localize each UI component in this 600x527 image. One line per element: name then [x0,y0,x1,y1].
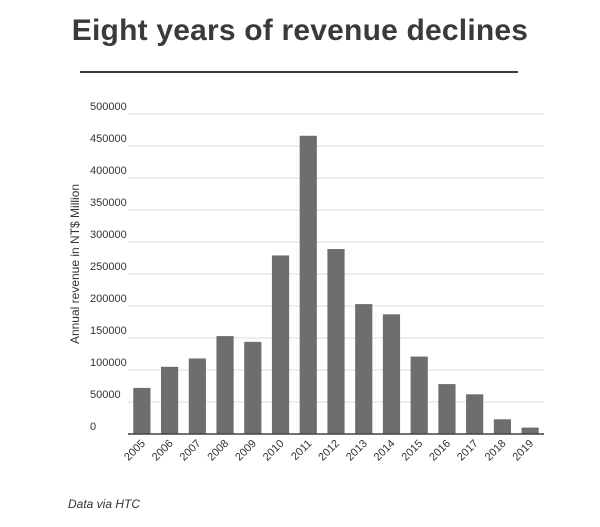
bar-2007 [188,358,206,434]
x-tick-label: 2013 [344,438,370,464]
y-tick-label: 0 [90,421,96,433]
bar-2006 [161,366,179,434]
y-tick-label: 150000 [90,325,127,337]
x-tick-label: 2012 [316,438,342,464]
bar-2018 [493,419,511,434]
x-tick-label: 2016 [427,438,453,464]
x-tick-label: 2019 [510,438,536,464]
bar-2009 [244,341,262,434]
bar-2017 [466,394,484,434]
bar-chart: 0 50000 100000 150000 200000 250000 300000 3500… [68,101,544,464]
y-tick-label: 400000 [90,165,127,177]
x-tick-label: 2005 [122,438,148,464]
x-tick-label: 2011 [289,438,314,463]
x-tick-label: 2018 [483,438,509,464]
y-tick-label: 500000 [90,101,127,113]
bar-2010 [271,255,290,434]
y-tick-label: 450000 [90,133,127,145]
x-tick-label: 2015 [400,438,426,464]
x-tick-label: 2017 [455,438,481,464]
chart-title: Eight years of revenue declines [71,14,529,47]
bar-2013 [355,304,373,434]
x-tick-label: 2009 [233,438,259,464]
bar-2011 [299,135,317,434]
bars [133,135,539,434]
x-tick-labels: 2005 2006 2007 2008 2009 2010 2011 2012 2013 2014… [122,438,536,464]
bar-2014 [382,314,401,434]
y-tick-label: 350000 [90,197,127,209]
bar-2019 [521,427,539,434]
x-tick-label: 2010 [261,438,287,464]
x-tick-label: 2007 [178,438,204,464]
bar-2015 [410,356,428,434]
x-tick-label: 2014 [372,438,398,464]
x-tick-label: 2006 [150,438,176,464]
bar-2016 [438,384,456,434]
y-axis-label: Annual revenue in NT$ Million [68,184,82,344]
y-tick-labels: 0 50000 100000 150000 200000 250000 300000 3500… [90,101,127,433]
x-tick-label: 2008 [205,438,231,464]
bar-2008 [216,336,234,434]
bar-2012 [327,249,345,434]
y-tick-label: 300000 [90,229,127,241]
y-tick-label: 250000 [90,261,127,273]
y-tick-label: 200000 [90,293,127,305]
y-tick-label: 50000 [90,389,121,401]
title-rule [80,71,518,73]
y-tick-label: 100000 [90,357,127,369]
bar-2005 [133,387,151,434]
source-note: Data via HTC [68,497,141,511]
